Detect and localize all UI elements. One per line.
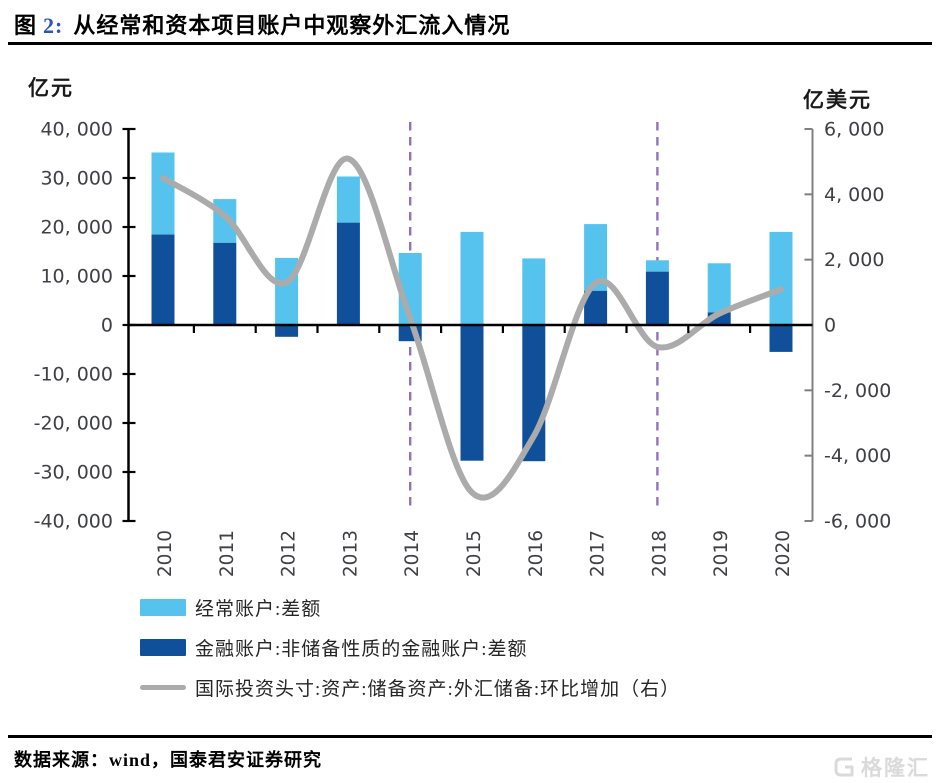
left-axis-tick-label: 30, 000 <box>40 168 113 190</box>
legend-swatch-fx-reserves-line <box>140 685 186 690</box>
x-axis-year-label: 2018 <box>649 530 670 577</box>
figure-label: 图 <box>14 13 38 38</box>
x-axis-year-label: 2017 <box>588 530 609 577</box>
figure-number: 2: <box>43 13 64 38</box>
left-axis-tick-label: -30, 000 <box>34 462 113 484</box>
x-axis-year-label: 2019 <box>711 530 732 577</box>
bar-segment-2017 <box>584 290 608 325</box>
data-source-label: 数据来源： <box>14 750 109 770</box>
x-axis-year-label: 2020 <box>773 530 794 577</box>
left-axis-title: 亿元 <box>28 76 74 100</box>
watermark: 格隆汇 <box>831 752 930 782</box>
x-axis-year-label: 2012 <box>279 530 300 577</box>
bar-segment-2018 <box>645 271 669 325</box>
right-axis-tick-label: -6, 000 <box>824 510 891 532</box>
footer-divider <box>8 735 932 738</box>
legend-label-financial-account: 金融账户:非储备性质的金融账户:差额 <box>195 639 528 660</box>
chart-legend: 经常账户:差额 金融账户:非储备性质的金融账户:差额 国际投资头寸:资产:储备资… <box>140 598 680 718</box>
bar-segment-2018 <box>645 260 669 272</box>
right-axis-tick-label: -2, 000 <box>824 380 891 402</box>
bar-segment-2016 <box>522 258 546 325</box>
right-axis-title: 亿美元 <box>803 88 872 112</box>
legend-swatch-current-account <box>140 599 186 616</box>
legend-item-fx-reserves-line: 国际投资头寸:资产:储备资产:外汇储备:环比增加（右） <box>140 678 680 700</box>
x-axis-year-label: 2011 <box>217 530 238 577</box>
left-axis-tick-label: 0 <box>101 315 113 337</box>
x-axis-year-label: 2014 <box>402 530 423 577</box>
bar-segment-2010 <box>151 234 175 325</box>
bar-segment-2015 <box>460 231 484 325</box>
left-axis-tick-label: -10, 000 <box>34 364 113 386</box>
left-axis-tick-label: 20, 000 <box>40 217 113 239</box>
legend-item-financial-account: 金融账户:非储备性质的金融账户:差额 <box>140 638 680 660</box>
title-divider <box>8 42 932 45</box>
bar-segment-2013 <box>336 222 360 325</box>
bar-segment-2020 <box>769 325 793 352</box>
data-source-note: 数据来源：wind，国泰君安证券研究 <box>14 746 322 772</box>
data-source-text: wind，国泰君安证券研究 <box>109 750 323 770</box>
legend-label-fx-reserves-line: 国际投资头寸:资产:储备资产:外汇储备:环比增加（右） <box>195 679 681 700</box>
left-axis-tick-label: -40, 000 <box>34 511 113 533</box>
left-axis-tick-label: -20, 000 <box>34 413 113 435</box>
gelonghui-logo-icon <box>834 757 854 777</box>
right-axis-tick-label: 4, 000 <box>824 184 884 206</box>
watermark-text: 格隆汇 <box>861 757 930 780</box>
right-axis-tick-label: 6, 000 <box>824 119 884 141</box>
bar-segment-2011 <box>213 242 237 325</box>
legend-item-current-account: 经常账户:差额 <box>140 598 680 620</box>
bar-segment-2012 <box>275 325 299 337</box>
title-text: 从经常和资本项目账户中观察外汇流入情况 <box>73 13 511 38</box>
x-axis-year-label: 2010 <box>155 530 176 577</box>
bar-segment-2010 <box>151 152 175 235</box>
x-axis-year-label: 2013 <box>340 530 361 577</box>
chart-plot: 40, 000 30, 000 20, 000 10, 000 0 -10, 000 -20… <box>34 119 892 578</box>
bar-segment-2019 <box>707 263 731 313</box>
right-axis-tick-label: 0 <box>824 314 836 336</box>
bar-segment-2020 <box>769 231 793 325</box>
x-axis-year-label: 2015 <box>464 530 485 577</box>
chart-title: 图 2: 从经常和资本项目账户中观察外汇流入情况 <box>14 8 510 40</box>
left-axis-tick-label: 10, 000 <box>40 266 113 288</box>
bar-segment-2013 <box>336 176 360 223</box>
fx-reserves-line <box>160 155 784 501</box>
x-axis-year-label: 2016 <box>526 530 547 577</box>
bar-segment-2017 <box>584 224 608 291</box>
legend-label-current-account: 经常账户:差额 <box>195 599 322 620</box>
right-axis-tick-label: -4, 000 <box>824 445 891 467</box>
bar-segment-2015 <box>460 325 484 461</box>
right-axis-tick-label: 2, 000 <box>824 249 884 271</box>
left-axis-tick-label: 40, 000 <box>40 119 113 141</box>
legend-swatch-financial-account <box>140 639 186 656</box>
